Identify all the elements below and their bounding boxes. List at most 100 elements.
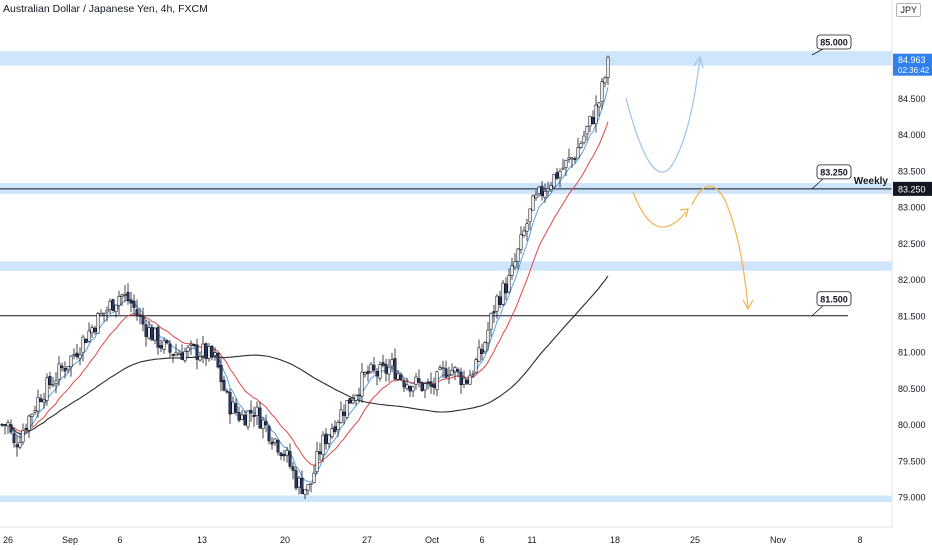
candle-body xyxy=(45,377,49,401)
candle-body xyxy=(438,367,442,370)
time-axis[interactable]: 26 Sep 6 13 20 27 Oct 6 11 18 25 Nov 8 xyxy=(0,526,892,545)
bullish-projection-path xyxy=(625,57,701,173)
y-tick-label: 84.500 xyxy=(898,94,926,104)
candle-body xyxy=(525,223,529,232)
candle-body xyxy=(327,434,331,444)
x-tick-label: 27 xyxy=(362,535,372,545)
y-tick-label: 83.000 xyxy=(898,203,926,213)
x-tick-label: Oct xyxy=(425,535,440,545)
price-callout: 85.000 xyxy=(811,34,852,56)
y-tick-label: 79.000 xyxy=(898,493,926,503)
candle-body xyxy=(558,170,562,178)
y-tick-label: 81.500 xyxy=(898,311,926,321)
candle-body xyxy=(534,194,538,199)
ema-fast-line xyxy=(1,87,609,483)
zone-band xyxy=(0,495,892,503)
candle-body xyxy=(348,397,352,404)
candle-body xyxy=(420,381,424,391)
candle-body xyxy=(144,324,148,337)
price-callouts: 85.000 83.250 81.500 xyxy=(811,34,852,317)
candle-body xyxy=(72,354,76,356)
callout-pointer xyxy=(811,178,824,190)
candle-body xyxy=(18,441,22,448)
last-price-value: 84.963 xyxy=(898,55,926,65)
candle-body xyxy=(135,309,139,316)
price-callout: 83.250 xyxy=(811,164,852,190)
candle-body xyxy=(504,283,508,294)
candle-body xyxy=(228,391,232,415)
candle-body xyxy=(69,355,73,367)
candle-body xyxy=(606,56,610,78)
candle-body xyxy=(60,365,64,369)
candle-body xyxy=(432,384,436,388)
candle-body xyxy=(378,364,382,379)
currency-badge[interactable]: JPY xyxy=(896,3,921,17)
candle-body xyxy=(519,234,523,250)
x-tick-label: 8 xyxy=(857,535,862,545)
candle-body xyxy=(207,346,211,359)
candle-body xyxy=(267,425,271,442)
candle-body xyxy=(483,342,487,353)
zone-band xyxy=(0,51,892,66)
candle-body xyxy=(552,174,556,188)
y-tick-label: 79.500 xyxy=(898,456,926,466)
candle-body xyxy=(567,157,571,160)
callout-box xyxy=(816,164,852,180)
candle-body xyxy=(246,410,250,428)
candle-body xyxy=(141,316,145,325)
candle-body xyxy=(381,362,385,366)
callout-pointer xyxy=(811,48,824,56)
candle-body xyxy=(90,327,94,334)
candle-body xyxy=(24,427,28,430)
candle-body xyxy=(120,294,124,298)
candle-body xyxy=(9,424,13,433)
candle-body xyxy=(75,352,79,358)
zone-band xyxy=(0,261,892,271)
candle-body xyxy=(78,354,82,359)
candle-body xyxy=(30,413,34,417)
candle-body xyxy=(168,343,172,353)
y-tick-label: 84.000 xyxy=(898,130,926,140)
candle-body xyxy=(579,143,583,148)
candle-body xyxy=(15,444,19,448)
candle-body xyxy=(486,329,490,344)
candle-body xyxy=(132,300,136,308)
candle-body xyxy=(255,406,259,416)
candle-body xyxy=(309,483,313,485)
candle-body xyxy=(390,359,394,367)
candle-body xyxy=(198,356,202,361)
candle-body xyxy=(543,190,547,199)
candle-body xyxy=(126,292,130,301)
y-tick-label: 82.500 xyxy=(898,239,926,249)
candle-body xyxy=(591,116,595,125)
candle-body xyxy=(342,411,346,416)
candle-body xyxy=(165,340,169,344)
candle-body xyxy=(516,248,520,262)
candle-body xyxy=(444,368,448,378)
support-resistance-zones xyxy=(0,51,892,503)
candle-body xyxy=(183,350,187,361)
ema-slow-line xyxy=(1,121,609,466)
candle-body xyxy=(237,412,241,421)
candle-body xyxy=(459,371,463,385)
callout-label: 81.500 xyxy=(820,294,848,304)
callout-box xyxy=(816,291,852,307)
candle-body xyxy=(429,381,433,387)
candle-body xyxy=(462,377,466,385)
candle-body xyxy=(51,384,55,387)
candle-body xyxy=(294,470,298,489)
x-tick-label: 18 xyxy=(610,535,620,545)
candle-body xyxy=(36,397,40,412)
candle-body xyxy=(405,384,409,390)
x-tick-label: 6 xyxy=(117,535,122,545)
candle-body xyxy=(105,309,109,313)
candle-body xyxy=(225,390,229,393)
candle-body xyxy=(456,369,460,372)
candle-body xyxy=(540,186,544,197)
candle-body xyxy=(393,358,397,380)
candle-body xyxy=(195,344,199,360)
callout-box xyxy=(816,34,852,50)
price-axis[interactable]: 85.00084.50084.00083.50083.00082.50082.0… xyxy=(891,0,926,527)
candle-body xyxy=(258,407,262,429)
